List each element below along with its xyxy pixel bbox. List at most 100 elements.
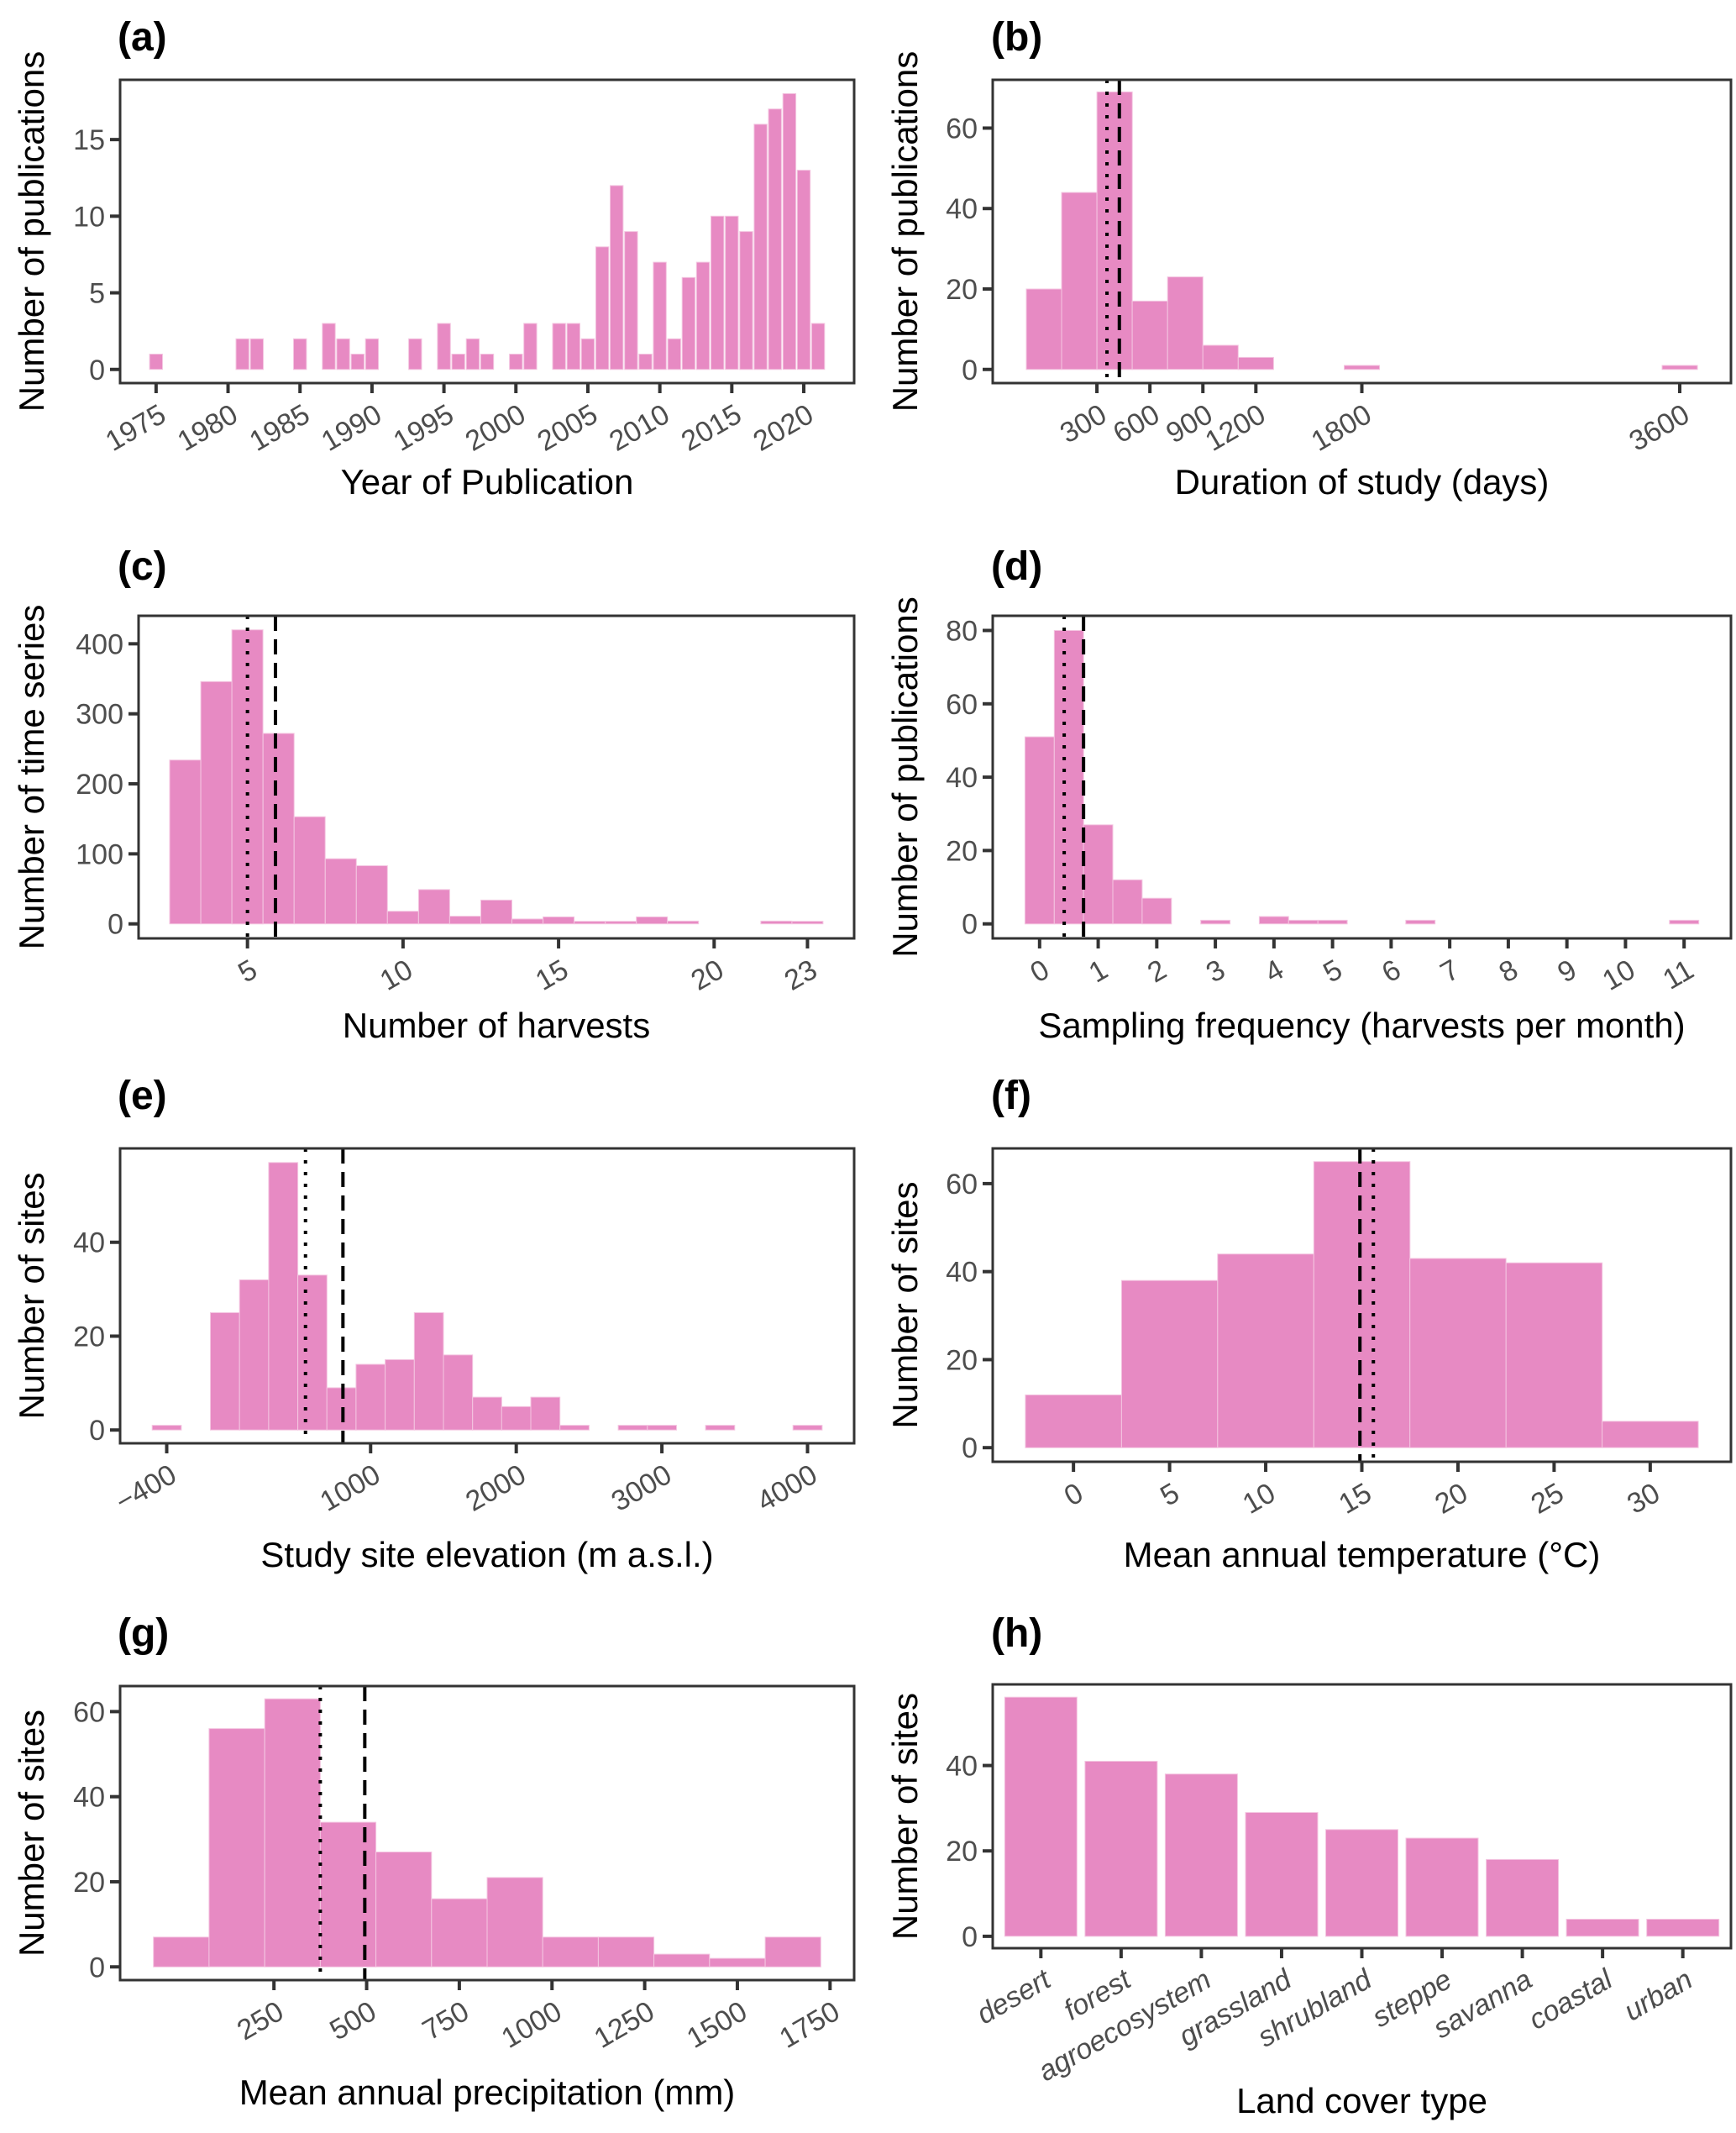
- bar: [753, 123, 768, 370]
- x-axis-title: Duration of study (days): [1175, 462, 1550, 502]
- y-tick-label: 10: [73, 201, 105, 233]
- x-tick-label: 1250: [589, 1995, 660, 2055]
- bar: [375, 1852, 433, 1968]
- y-axis-title: Number of sites: [885, 1693, 925, 1940]
- bar: [636, 916, 669, 925]
- bar: [768, 108, 782, 370]
- y-tick-label: 20: [946, 835, 978, 867]
- y-tick-label: 40: [73, 1227, 105, 1259]
- bar: [501, 1405, 532, 1431]
- bar: [559, 1425, 590, 1431]
- bar: [249, 338, 265, 370]
- x-tick-label: 2005: [532, 398, 603, 458]
- bar: [355, 1363, 386, 1431]
- bar: [239, 1279, 270, 1431]
- y-tick-label: 60: [946, 113, 978, 144]
- bar: [1112, 879, 1143, 925]
- x-tick-label: −400: [110, 1458, 181, 1518]
- bar: [1131, 300, 1168, 370]
- x-tick-label: 1985: [244, 398, 316, 458]
- x-tick-label: 11: [1658, 954, 1700, 996]
- x-tick-label: 1990: [316, 398, 387, 458]
- x-tick-label: 20: [1429, 1477, 1473, 1521]
- bar: [1164, 1773, 1238, 1937]
- x-tick-label: 1500: [681, 1995, 753, 2055]
- bar: [1646, 1919, 1720, 1937]
- bar: [1202, 344, 1239, 370]
- bar: [1313, 1161, 1411, 1448]
- panel-tag: (b): [991, 15, 1042, 60]
- bars: [1025, 91, 1698, 370]
- bar: [297, 1274, 328, 1431]
- panel-tag: (g): [118, 1611, 169, 1656]
- bar: [552, 323, 566, 370]
- bars: [1025, 1161, 1699, 1448]
- y-tick-label: 0: [89, 1415, 105, 1447]
- bar: [764, 1936, 821, 1968]
- bar: [810, 323, 826, 370]
- bars: [1024, 630, 1700, 925]
- panel-tag: (e): [118, 1074, 167, 1118]
- plot-frame: [137, 614, 856, 940]
- bar: [486, 1877, 543, 1968]
- bar: [1004, 1696, 1078, 1937]
- bar: [268, 1162, 299, 1431]
- x-tick-label: 250: [232, 1995, 289, 2046]
- x-tick-label: 8: [1494, 954, 1524, 989]
- x-axis-title: Mean annual temperature (°C): [1124, 1535, 1601, 1574]
- bar: [1317, 919, 1348, 925]
- bar: [543, 916, 575, 925]
- bar: [480, 354, 495, 370]
- bar: [322, 323, 336, 370]
- bar: [580, 338, 595, 370]
- x-tick-label: 750: [417, 1995, 475, 2046]
- bar: [782, 92, 797, 370]
- panel-g: (g) 0 20 40 60 250 500 750 1000 1250 1500 1750 Mean …: [12, 1611, 856, 2112]
- x-tick-label: 4000: [752, 1458, 823, 1518]
- y-axis-title: Number of publications: [885, 596, 925, 958]
- bar: [681, 276, 696, 370]
- bar: [200, 680, 233, 925]
- x-axis-title: Study site elevation (m a.s.l.): [260, 1535, 713, 1574]
- x-tick-label: 10: [375, 954, 418, 997]
- bar: [169, 759, 202, 925]
- x-tick-label: coastal: [1524, 1962, 1619, 2036]
- x-axis-title: Year of Publication: [341, 462, 634, 502]
- bar: [509, 354, 523, 370]
- panel-tag: (h): [991, 1611, 1042, 1656]
- bar: [1602, 1421, 1699, 1448]
- bar: [542, 1936, 599, 1968]
- bar: [149, 354, 164, 370]
- bar: [725, 215, 739, 370]
- bar: [443, 1354, 474, 1431]
- y-tick-label: 60: [946, 1169, 978, 1200]
- bar: [653, 261, 667, 370]
- bars: [169, 629, 824, 925]
- y-tick-label: 40: [946, 1751, 978, 1783]
- bar: [293, 338, 307, 370]
- bar: [1661, 365, 1698, 370]
- y-tick-label: 20: [946, 1836, 978, 1868]
- panel-c: (c) 0 100 200 300 400 5 10 15 20 23 Number of harve…: [12, 544, 856, 1045]
- x-tick-label: 6: [1377, 954, 1406, 989]
- bar: [523, 323, 538, 370]
- bar: [1245, 1812, 1319, 1937]
- bar: [210, 1312, 240, 1431]
- plot-frame: [118, 1684, 856, 1982]
- bar: [791, 921, 824, 925]
- x-tick-label: 1800: [1306, 398, 1377, 458]
- x-tick-label: 1995: [388, 398, 459, 458]
- y-axis-title: Number of publications: [12, 51, 51, 412]
- bar: [431, 1898, 488, 1968]
- y-tick-label: 40: [946, 1257, 978, 1289]
- bar: [365, 338, 380, 370]
- bar: [1025, 288, 1062, 370]
- bar: [739, 231, 753, 370]
- bar: [319, 1821, 377, 1968]
- bar: [1486, 1858, 1560, 1937]
- bar: [653, 1953, 711, 1968]
- x-tick-label: 15: [530, 954, 574, 997]
